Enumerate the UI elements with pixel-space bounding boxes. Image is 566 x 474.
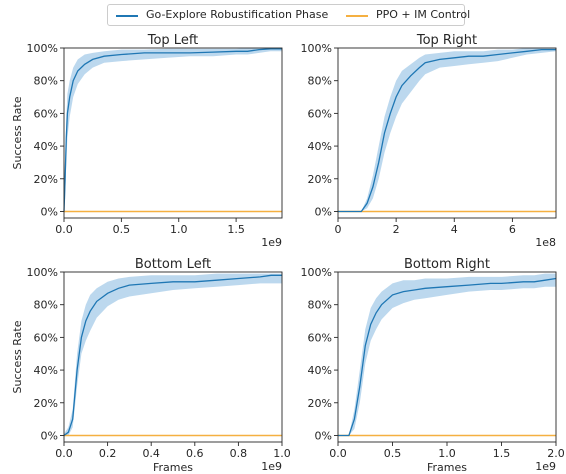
y-tick-label: 0% — [315, 429, 332, 442]
y-tick-label: 80% — [308, 299, 332, 312]
x-axis-label: Frames — [153, 461, 193, 474]
y-tick-label: 20% — [34, 173, 58, 186]
series-line-go-explore — [338, 48, 556, 213]
y-axis-label: Success Rate — [11, 96, 24, 169]
y-tick-label: 100% — [27, 266, 58, 279]
x-tick-label: 0.6 — [186, 447, 204, 460]
confidence-band — [64, 273, 282, 436]
panel-title: Bottom Right — [404, 257, 490, 272]
y-tick-label: 40% — [308, 140, 332, 153]
y-tick-label: 80% — [34, 75, 58, 88]
x-tick-label: 6 — [509, 223, 516, 236]
y-tick-label: 40% — [308, 364, 332, 377]
x-tick-label: 0.0 — [55, 223, 73, 236]
y-tick-label: 80% — [308, 75, 332, 88]
plot-frame — [63, 271, 283, 443]
x-tick-label: 0.0 — [329, 447, 347, 460]
y-tick-label: 60% — [34, 107, 58, 120]
x-tick-label: 0 — [335, 223, 342, 236]
plot-frame — [337, 271, 557, 443]
x-offset-label: 1e8 — [535, 236, 556, 249]
confidence-band — [338, 273, 556, 436]
panel-title: Top Right — [416, 33, 477, 48]
y-tick-label: 60% — [34, 331, 58, 344]
y-tick-label: 0% — [41, 429, 58, 442]
y-tick-label: 0% — [41, 205, 58, 218]
x-tick-label: 0.8 — [230, 447, 248, 460]
y-tick-label: 20% — [308, 397, 332, 410]
series-line-go-explore — [63, 274, 282, 437]
y-axis-label: Success Rate — [11, 320, 24, 393]
legend-swatch-go-explore — [116, 15, 138, 17]
x-tick-label: 1.0 — [438, 447, 456, 460]
y-tick-label: 60% — [308, 331, 332, 344]
x-tick-label: 0.4 — [142, 447, 160, 460]
x-axis-label: Frames — [427, 461, 467, 474]
x-offset-label: 1e9 — [535, 460, 556, 473]
x-tick-label: 1.5 — [227, 223, 245, 236]
y-tick-label: 60% — [308, 107, 332, 120]
y-tick-label: 20% — [34, 397, 58, 410]
chart-panel-3: 0.0 0.2 0.4 0.6 0.8 1.0 0% 20% 40% 60% 80% 100% Bott… — [11, 257, 291, 474]
plot-frame — [63, 47, 283, 219]
legend-label-ppo: PPO + IM Control — [376, 8, 471, 21]
y-tick-label: 80% — [34, 299, 58, 312]
panel-title: Top Left — [147, 33, 199, 48]
confidence-band — [338, 48, 556, 212]
x-tick-label: 2 — [393, 223, 400, 236]
y-tick-label: 0% — [315, 205, 332, 218]
x-tick-label: 1.5 — [493, 447, 511, 460]
y-tick-label: 100% — [301, 266, 332, 279]
confidence-band — [64, 48, 282, 212]
legend-swatch-ppo — [346, 15, 368, 17]
y-tick-label: 40% — [34, 140, 58, 153]
y-tick-label: 40% — [34, 364, 58, 377]
x-tick-label: 0.5 — [384, 447, 402, 460]
x-tick-label: 1.0 — [273, 447, 291, 460]
x-tick-label: 2.0 — [547, 447, 565, 460]
y-tick-label: 100% — [301, 42, 332, 55]
panel-title: Bottom Left — [135, 257, 211, 272]
series-line-go-explore — [63, 48, 282, 212]
x-tick-label: 0.5 — [113, 223, 131, 236]
legend-label-go-explore: Go-Explore Robustification Phase — [146, 8, 329, 21]
legend: Go-Explore Robustification Phase PPO + I… — [107, 4, 470, 26]
x-offset-label: 1e9 — [261, 236, 282, 249]
plot-frame — [337, 47, 557, 219]
y-tick-label: 100% — [27, 42, 58, 55]
x-tick-label: 4 — [451, 223, 458, 236]
x-tick-label: 1.0 — [170, 223, 188, 236]
x-tick-label: 0.0 — [55, 447, 73, 460]
chart-panel-1: 0.0 0.5 1.0 1.5 0% 20% 40% 60% 80% 100% Top Left 1e… — [11, 33, 283, 249]
y-tick-label: 20% — [308, 173, 332, 186]
series-line-go-explore — [338, 277, 557, 437]
x-tick-label: 0.2 — [99, 447, 117, 460]
chart-panel-4: 0.0 0.5 1.0 1.5 2.0 0% 20% 40% 60% 80% 100% Bottom … — [301, 257, 565, 474]
x-offset-label: 1e9 — [261, 460, 282, 473]
